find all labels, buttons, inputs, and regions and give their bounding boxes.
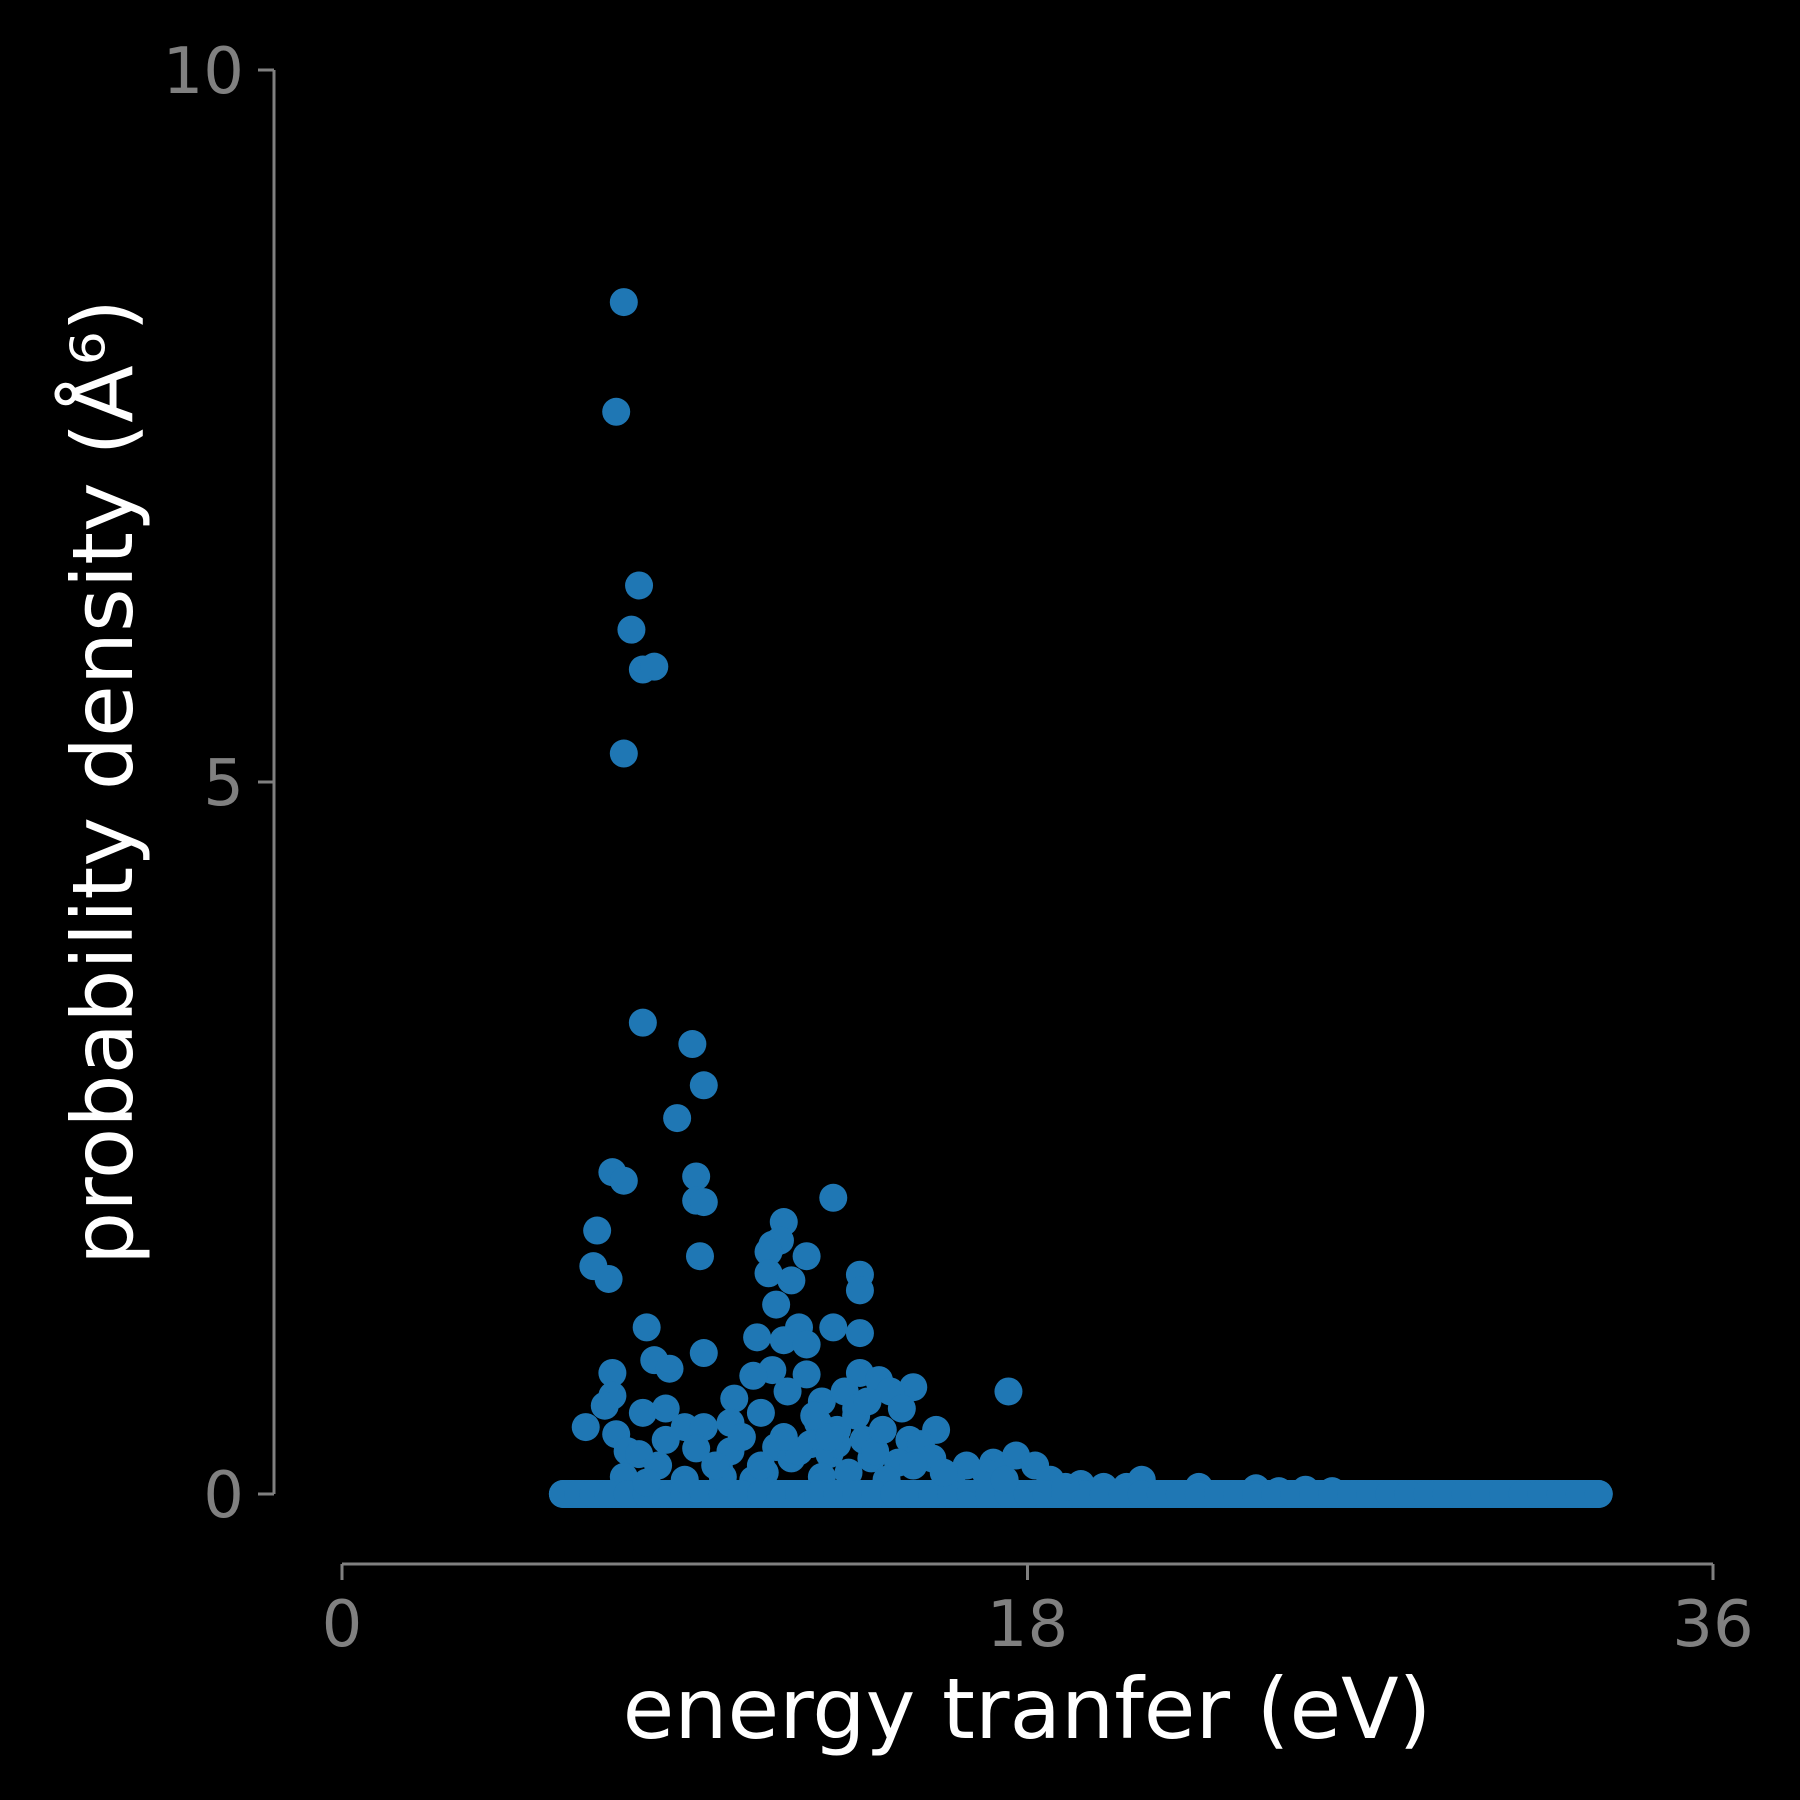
data-point xyxy=(651,1425,680,1454)
data-point xyxy=(861,1437,890,1466)
data-point xyxy=(590,1391,619,1420)
data-point xyxy=(609,1166,638,1195)
data-point xyxy=(792,1360,821,1389)
data-point xyxy=(815,1423,844,1452)
data-point xyxy=(632,1313,661,1342)
x-axis-label: energy tranfer (eV) xyxy=(623,1660,1432,1758)
data-point xyxy=(743,1323,772,1352)
data-point xyxy=(682,1434,711,1463)
x-axis: 0 18 36 xyxy=(322,1562,1754,1662)
data-point xyxy=(773,1377,802,1406)
data-point xyxy=(899,1451,928,1480)
data-point xyxy=(746,1451,775,1480)
data-point xyxy=(1584,1480,1613,1508)
data-point xyxy=(609,288,638,317)
data-point xyxy=(655,1354,684,1383)
data-point xyxy=(800,1401,829,1430)
data-point xyxy=(845,1276,874,1305)
y-axis-label: probability density (Å⁶) xyxy=(53,299,152,1265)
data-point xyxy=(899,1373,928,1402)
data-point xyxy=(663,1104,692,1133)
data-points xyxy=(548,288,1613,1508)
data-point xyxy=(571,1413,600,1442)
data-point xyxy=(868,1415,897,1444)
data-point xyxy=(678,1030,707,1059)
data-point xyxy=(853,1387,882,1416)
data-point xyxy=(887,1394,916,1423)
data-point xyxy=(929,1458,958,1487)
x-tick-label: 18 xyxy=(987,1588,1068,1662)
x-tick-label: 0 xyxy=(322,1588,363,1662)
data-point xyxy=(689,1339,718,1368)
data-point xyxy=(990,1465,1019,1494)
data-point xyxy=(739,1361,768,1390)
data-point xyxy=(689,1413,718,1442)
data-point xyxy=(632,1468,661,1497)
data-point xyxy=(819,1313,848,1342)
data-point xyxy=(628,1008,657,1037)
data-point xyxy=(762,1290,791,1319)
data-point xyxy=(994,1377,1023,1406)
data-point xyxy=(845,1319,874,1348)
data-point xyxy=(792,1330,821,1359)
y-tick-label: 0 xyxy=(203,1459,244,1533)
data-point xyxy=(1051,1472,1080,1501)
data-point xyxy=(689,1071,718,1100)
data-point xyxy=(819,1183,848,1212)
data-point xyxy=(583,1216,612,1245)
x-tick-label: 36 xyxy=(1672,1588,1753,1662)
data-point xyxy=(685,1242,714,1271)
data-point xyxy=(834,1458,863,1487)
y-tick-label: 5 xyxy=(203,747,244,821)
data-point xyxy=(609,739,638,768)
data-point xyxy=(689,1188,718,1217)
data-point xyxy=(602,397,631,426)
data-point xyxy=(640,652,669,681)
data-point xyxy=(628,1398,657,1427)
data-point xyxy=(754,1259,783,1288)
data-point xyxy=(651,1394,680,1423)
data-point xyxy=(682,1162,711,1191)
data-point xyxy=(701,1451,730,1480)
data-point xyxy=(754,1237,783,1266)
data-point xyxy=(777,1266,806,1295)
data-point xyxy=(617,615,646,644)
data-point xyxy=(769,1326,798,1355)
data-point xyxy=(625,571,654,600)
data-point xyxy=(792,1242,821,1271)
data-point xyxy=(720,1384,749,1413)
data-point xyxy=(727,1423,756,1452)
data-point xyxy=(746,1398,775,1427)
data-point xyxy=(670,1465,699,1494)
y-axis: 0 5 10 xyxy=(163,35,276,1533)
data-point xyxy=(594,1264,623,1293)
data-point xyxy=(769,1423,798,1452)
data-point xyxy=(598,1358,627,1387)
y-tick-label: 10 xyxy=(163,35,244,109)
